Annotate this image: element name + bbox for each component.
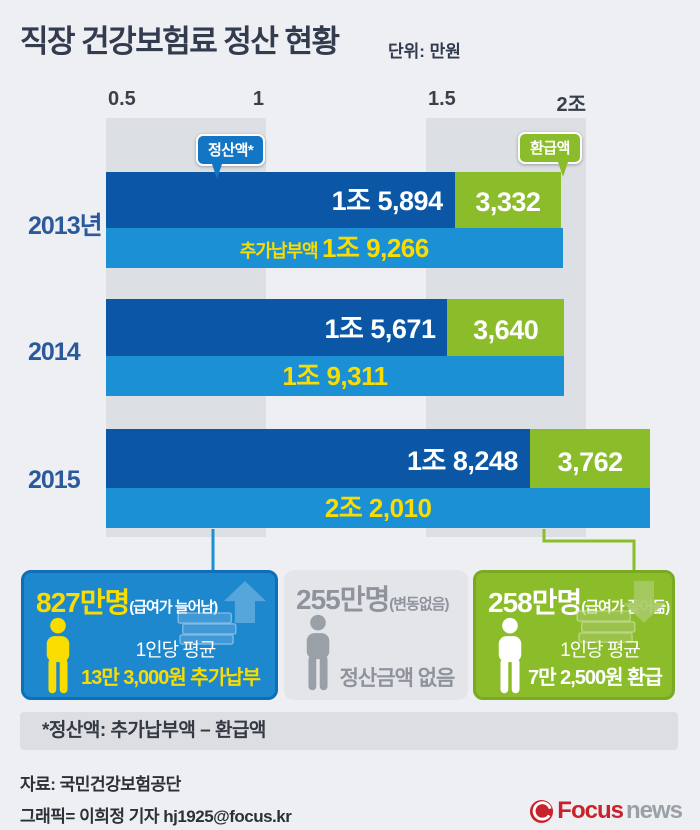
refund-bar: 3,332 — [454, 172, 562, 228]
settlement-legend-label: 정산액* — [208, 142, 254, 159]
unit-label: 단위: 만원 — [388, 42, 461, 61]
person-icon — [306, 614, 330, 691]
refund-bar: 3,640 — [447, 299, 564, 356]
extra-payment-prefix: 추가납부액 — [239, 241, 319, 261]
settlement-bar: 1조 5,671 — [106, 299, 448, 356]
axis-tick-label: 2조 — [556, 94, 586, 116]
focus-news-logo: Focus news — [529, 797, 683, 825]
refund-value: 3,640 — [473, 315, 539, 345]
year-label: 2013년 — [28, 212, 103, 240]
axis-tick-label: 0.5 — [108, 88, 136, 110]
page-title: 직장 건강보험료 정산 현황 — [20, 24, 340, 59]
settlement-value: 1조 5,894 — [331, 186, 443, 216]
person-icon — [498, 617, 522, 694]
source-credit: 자료: 국민건강보험공단 — [20, 775, 181, 794]
card-line1: 1인당 평균 — [560, 640, 641, 661]
money-stack-down-icon — [576, 580, 665, 643]
extra-payment-value: 1조 9,311 — [282, 361, 388, 391]
card-headline-row: 255만명(변동없음) — [296, 578, 449, 618]
settlement-value: 1조 5,671 — [324, 314, 436, 344]
extra-payment-bar: 추가납부액 1조 9,266 — [106, 228, 563, 268]
card-headline: 258만명 — [488, 587, 582, 618]
year-label: 2015 — [28, 466, 81, 494]
extra-payment-bar: 1조 9,311 — [106, 356, 564, 396]
graphic-credit: 그래픽= 이희정 기자 hj1925@focus.kr — [20, 807, 292, 826]
axis-tick-label: 1 — [252, 88, 264, 110]
card-refund-receivers: 258만명(급여가 줄어듦) 1인당 평균 7만 2,500원 환급 — [473, 570, 675, 700]
card-headline: 255만명 — [296, 584, 390, 615]
axis-tick-label: 1.5 — [428, 88, 456, 110]
settlement-bar: 1조 5,894 — [106, 172, 455, 228]
card-line1: 1인당 평균 — [135, 640, 217, 661]
money-stack-up-icon — [177, 581, 266, 645]
card-line2: 13만 3,000원 추가납부 — [81, 667, 261, 689]
person-icon — [46, 617, 70, 694]
refund-bar: 3,762 — [529, 429, 651, 488]
card-headline: 827만명 — [36, 587, 130, 618]
refund-value: 3,762 — [557, 447, 624, 477]
logo-text-news: news — [625, 797, 683, 824]
refund-legend-callout: 환급액 — [518, 132, 582, 177]
refund-value: 3,332 — [475, 187, 541, 217]
refund-legend-label: 환급액 — [530, 140, 570, 157]
card-no-change: 255만명(변동없음) 정산금액 없음 — [284, 570, 468, 700]
year-label: 2014 — [28, 338, 81, 366]
extra-payment-value: 2조 2,010 — [324, 493, 432, 523]
settlement-value: 1조 8,248 — [406, 446, 518, 476]
card-line2: 7만 2,500원 환급 — [528, 667, 663, 689]
footnote: *정산액: 추가납부액 – 환급액 — [20, 712, 678, 750]
logo-text-focus: Focus — [557, 797, 624, 824]
card-line2: 정산금액 없음 — [339, 667, 456, 690]
callout-tail — [212, 164, 222, 179]
card-qualifier: (변동없음) — [389, 596, 449, 613]
card-qualifier: (급여가 늘어남) — [129, 599, 218, 616]
card-extra-payers: 827만명(급여가 늘어남) 1인당 평균 13만 3,000원 추가납부 — [21, 570, 278, 700]
settlement-legend-callout: 정산액* — [196, 134, 266, 179]
settlement-bar: 1조 8,248 — [106, 429, 530, 488]
card-headline-row: 827만명(급여가 늘어남) — [36, 581, 218, 621]
extra-payment-bar: 2조 2,010 — [106, 488, 651, 528]
extra-payment-value: 1조 9,266 — [322, 233, 429, 263]
callout-tail — [557, 162, 568, 177]
focus-news-swirl-icon — [530, 799, 554, 823]
